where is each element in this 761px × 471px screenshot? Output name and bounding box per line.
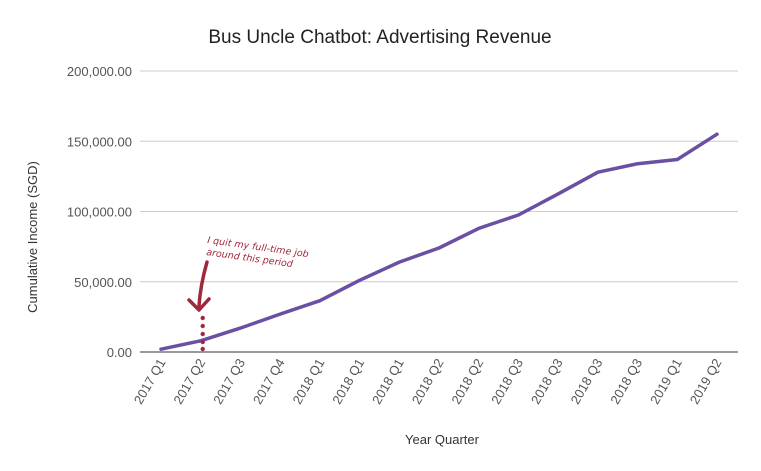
data-point [159,347,163,351]
data-point [318,299,322,303]
y-axis-ticks: 0.00 50,000.00 100,000.00 150,000.00 200,000… [67,64,132,360]
annotation: I quit my full-time job around this peri… [187,235,309,352]
x-tick-label: 2017 Q1 [131,356,169,407]
chart-title: Bus Uncle Chatbot: Advertising Revenue [208,27,551,48]
data-point [596,170,600,174]
y-axis-label: Cumulative Income (SGD) [25,161,40,313]
annotation-arrowhead [187,297,211,312]
annotation-dot [200,339,205,345]
y-tick-label: 0.00 [107,345,132,360]
x-tick-label: 2018 Q3 [568,356,606,407]
x-tick-label: 2018 Q3 [528,356,566,407]
annotation-arrow [197,260,209,308]
x-axis-ticks: 2017 Q1 2017 Q2 2017 Q3 2017 Q4 2018 Q1 2018 … [131,356,725,407]
data-point [278,312,282,316]
data-point [675,158,679,162]
x-tick-label: 2017 Q2 [170,356,208,407]
annotation-dot [200,323,205,329]
data-point [358,278,362,282]
x-tick-label: 2019 Q1 [647,356,685,407]
data-point [437,246,441,250]
data-point [516,213,520,217]
data-point [636,162,640,166]
annotation-dotted-line [200,315,205,352]
annotation-dot [200,315,205,321]
x-tick-label: 2017 Q3 [210,356,248,407]
x-tick-label: 2018 Q2 [448,356,486,407]
x-tick-label: 2017 Q4 [250,356,288,407]
y-tick-label: 200,000.00 [67,64,132,79]
x-tick-label: 2019 Q2 [687,356,725,407]
data-point [477,226,481,230]
x-tick-label: 2018 Q3 [488,356,526,407]
x-axis-label: Year Quarter [405,432,480,447]
y-tick-label: 100,000.00 [67,205,132,220]
series-points [159,132,719,351]
data-point [556,192,560,196]
annotation-dot [200,331,205,337]
x-tick-label: 2018 Q1 [329,356,367,407]
y-tick-label: 50,000.00 [74,275,132,290]
gridlines [140,70,738,353]
x-tick-label: 2018 Q1 [290,356,328,407]
data-point [397,260,401,264]
x-tick-label: 2018 Q3 [607,356,645,407]
data-point [238,326,242,330]
y-tick-label: 150,000.00 [67,134,132,149]
data-point [715,132,719,136]
x-tick-label: 2018 Q1 [369,356,407,407]
annotation-dot [200,346,205,352]
x-tick-label: 2018 Q2 [409,356,447,407]
